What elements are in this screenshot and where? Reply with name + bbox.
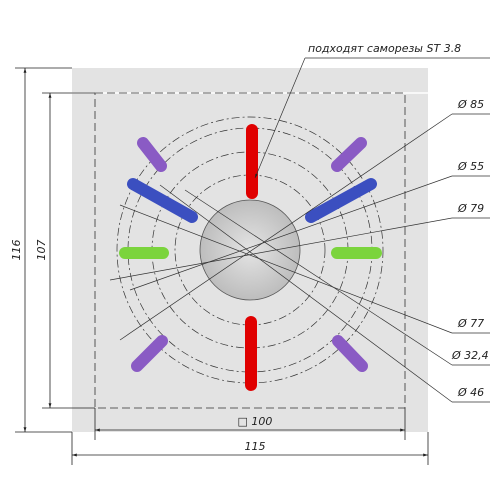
diameter-label: Ø 46	[457, 386, 484, 399]
diameter-label: Ø 85	[457, 98, 484, 111]
dimension-label: 116	[10, 240, 23, 261]
dimension-label: □ 100	[238, 415, 273, 428]
leaders	[109, 57, 490, 403]
diameter-label: Ø 77	[457, 317, 484, 330]
dimension-label: 115	[245, 440, 266, 453]
dimension-label: 107	[35, 240, 48, 261]
diameter-label: Ø 79	[457, 202, 484, 215]
diameter-label: Ø 55	[457, 160, 484, 173]
slots	[119, 124, 382, 391]
note: подходят саморезы ST 3.8	[308, 42, 461, 55]
dimensions	[15, 67, 429, 465]
diameter-label: Ø 32,4	[451, 349, 489, 362]
